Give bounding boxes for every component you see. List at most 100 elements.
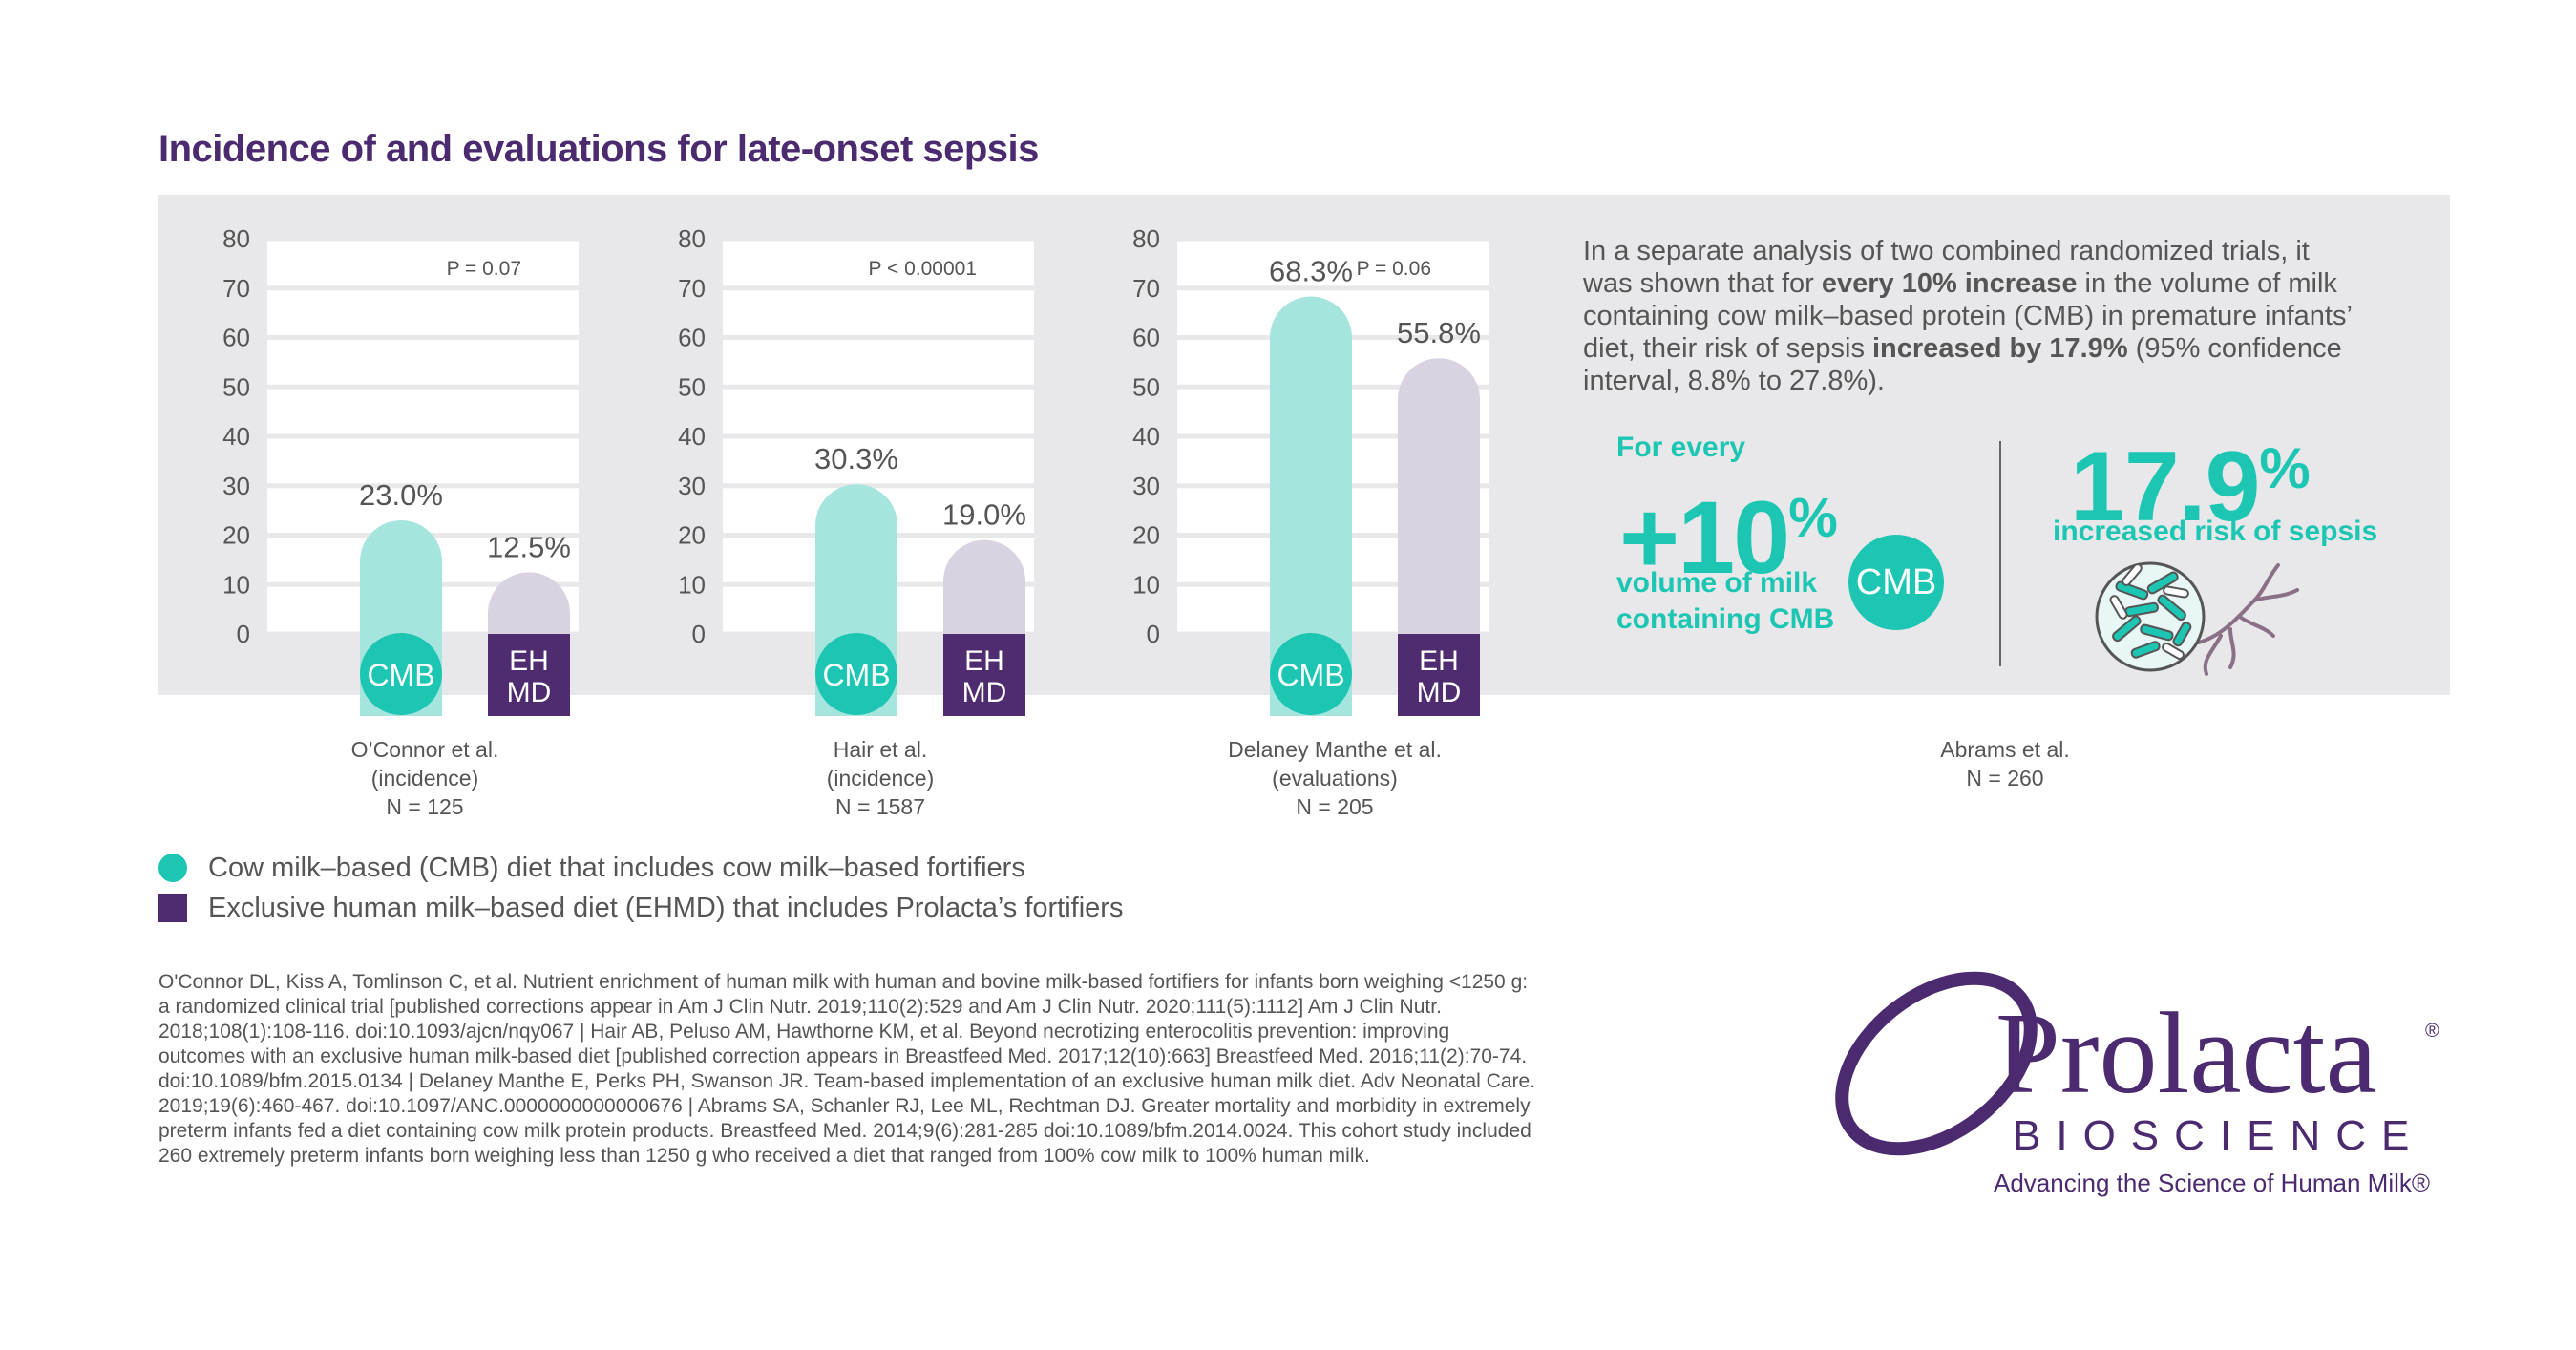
- volume-line: containing CMB: [1616, 603, 1835, 635]
- logo-registered: ®: [2425, 1021, 2439, 1042]
- bar-charts: 80 70 60 50 40 30 20 10 0 P = 0.07 23.0% CMB 12.5% EH…: [222, 224, 1489, 716]
- caption-delaney: Delaney Manthe et al. (evaluations) N = …: [1182, 735, 1488, 821]
- risk-value: 17.9: [2070, 432, 2260, 542]
- legend-label: Exclusive human milk–based diet (EHMD) t…: [208, 892, 1124, 923]
- y-tick-label: 0: [692, 620, 706, 648]
- reference-line: a randomized clinical trial [published c…: [158, 996, 1442, 1018]
- legend-item-ehmd: Exclusive human milk–based diet (EHMD) t…: [158, 888, 1123, 928]
- ehmd-badge-label: EH: [964, 645, 1004, 677]
- page-title: Incidence of and evaluations for late-on…: [158, 128, 1039, 170]
- bar-cmb: [1270, 296, 1352, 716]
- plus-ten-percent: +10%: [1619, 466, 1838, 590]
- y-tick-label: 20: [678, 521, 706, 550]
- caption-oconnor: O’Connor et al. (incidence) N = 125: [272, 735, 578, 821]
- caption-line: Abrams et al.: [1940, 737, 2070, 762]
- logo-tagline: Advancing the Science of Human Milk®: [1994, 1169, 2430, 1197]
- reference-line: preterm infants fed a diet containing co…: [158, 1120, 1531, 1142]
- p-value-label: P = 0.07: [447, 258, 521, 280]
- abrams-text-1: In a separate analysis of two combined r…: [1583, 236, 2310, 299]
- caption-line: Delaney Manthe et al.: [1228, 737, 1442, 762]
- reference-line: 2018;108(1):108-116. doi:10.1093/ajcn/nq…: [158, 1021, 1450, 1043]
- references: O'Connor DL, Kiss A, Tomlinson C, et al.…: [158, 970, 1801, 1169]
- legend-item-cmb: Cow milk–based (CMB) diet that includes …: [158, 848, 1123, 888]
- y-tick-label: 40: [222, 422, 250, 451]
- y-tick-label: 40: [1132, 422, 1160, 451]
- cmb-badge: [815, 633, 897, 715]
- y-tick-label: 10: [678, 570, 706, 599]
- data-label: 68.3%: [1269, 255, 1353, 288]
- reference-line: outcomes with an exclusive human milk-ba…: [158, 1045, 1528, 1067]
- bacteria-illustration-icon: [2095, 561, 2299, 676]
- cmb-circle-badge: CMB: [1848, 535, 1944, 630]
- y-tick-label: 50: [222, 372, 250, 401]
- ehmd-badge: [488, 634, 570, 716]
- ehmd-badge-label: EH: [509, 645, 549, 677]
- plus-ten-value: +10: [1619, 479, 1790, 595]
- legend-label: Cow milk–based (CMB) diet that includes …: [208, 852, 1025, 883]
- risk-increase-value: 17.9%: [2070, 416, 2311, 542]
- volume-label: volume of milk containing CMB: [1616, 565, 1834, 638]
- y-tick-label: 10: [1132, 570, 1160, 599]
- data-label: 23.0%: [359, 478, 443, 512]
- abrams-text-3: (95% confidence interval, 8.8% to 27.8%)…: [1583, 333, 2342, 396]
- logo-subtitle: BIOSCIENCE: [2013, 1112, 2424, 1159]
- y-tick-label: 20: [1132, 521, 1160, 550]
- caption-line: (incidence): [826, 766, 935, 791]
- y-tick-label: 10: [222, 570, 250, 599]
- caption-line: N = 1587: [835, 794, 925, 819]
- y-tick-label: 0: [1147, 620, 1160, 648]
- purple-square-icon: [158, 894, 187, 922]
- reference-line: 260 extremely preterm infants born weigh…: [158, 1145, 1370, 1167]
- legend: Cow milk–based (CMB) diet that includes …: [158, 848, 1123, 928]
- caption-line: N = 125: [386, 794, 464, 819]
- plus-ten-pct: %: [1788, 487, 1838, 549]
- cmb-badge-label: CMB: [822, 658, 890, 692]
- y-tick-label: 50: [1132, 372, 1160, 401]
- caption-hair: Hair et al. (incidence) N = 1587: [728, 735, 1033, 821]
- cmb-badge: [360, 633, 442, 715]
- teal-dot-icon: [158, 854, 187, 882]
- ehmd-badge: [1398, 634, 1480, 716]
- y-tick-label: 30: [1132, 472, 1160, 500]
- abrams-description: In a separate analysis of two combined r…: [1583, 235, 2366, 397]
- y-tick-label: 20: [222, 521, 250, 550]
- y-tick-label: 80: [678, 224, 706, 253]
- y-tick-label: 70: [222, 274, 250, 303]
- y-tick-label: 30: [222, 472, 250, 500]
- ehmd-badge-label: MD: [962, 677, 1007, 708]
- reference-line: doi:10.1089/bfm.2015.0134 | Delaney Mant…: [158, 1070, 1536, 1092]
- abrams-bold-2: increased by 17.9%: [1872, 333, 2128, 364]
- p-value-label: P = 0.06: [1357, 258, 1431, 280]
- y-tick-label: 60: [1132, 324, 1160, 352]
- y-tick-label: 80: [222, 224, 250, 253]
- reference-line: O'Connor DL, Kiss A, Tomlinson C, et al.…: [158, 971, 1529, 993]
- caption-line: N = 205: [1296, 794, 1374, 819]
- logo-name: Prolacta: [1995, 989, 2377, 1118]
- y-tick-label: 50: [678, 372, 706, 401]
- y-tick-label: 70: [678, 274, 706, 303]
- caption-line: (incidence): [370, 766, 479, 791]
- bar-ehmd: [1398, 358, 1480, 716]
- y-tick-label: 0: [237, 620, 250, 648]
- caption-line: N = 260: [1966, 766, 2044, 791]
- data-label: 12.5%: [487, 530, 571, 563]
- prolacta-logo: Prolacta ® BIOSCIENCE Advancing the Scie…: [1835, 971, 2439, 1197]
- abrams-text-2: in the volume of milk containing cow mil…: [1583, 268, 2352, 364]
- logo-swoosh-icon: [1835, 971, 2038, 1156]
- abrams-bold-1: every 10% increase: [1821, 268, 2078, 299]
- y-tick-label: 40: [678, 422, 706, 451]
- cmb-badge-label: CMB: [367, 658, 434, 692]
- data-label: 55.8%: [1397, 316, 1481, 349]
- for-every-label: For every: [1616, 432, 1746, 463]
- volume-line: volume of milk: [1616, 567, 1818, 599]
- ehmd-badge-label: MD: [507, 677, 552, 708]
- caption-line: O’Connor et al.: [350, 737, 499, 762]
- ehmd-badge: [943, 634, 1025, 716]
- y-tick-label: 60: [222, 324, 250, 352]
- reference-line: 2019;19(6):460-467. doi:10.1097/ANC.0000…: [158, 1095, 1531, 1117]
- y-tick-label: 30: [678, 472, 706, 500]
- p-value-label: P < 0.00001: [869, 258, 977, 280]
- cmb-badge: [1270, 633, 1352, 715]
- y-tick-label: 60: [678, 324, 706, 352]
- ehmd-badge-label: MD: [1417, 677, 1462, 708]
